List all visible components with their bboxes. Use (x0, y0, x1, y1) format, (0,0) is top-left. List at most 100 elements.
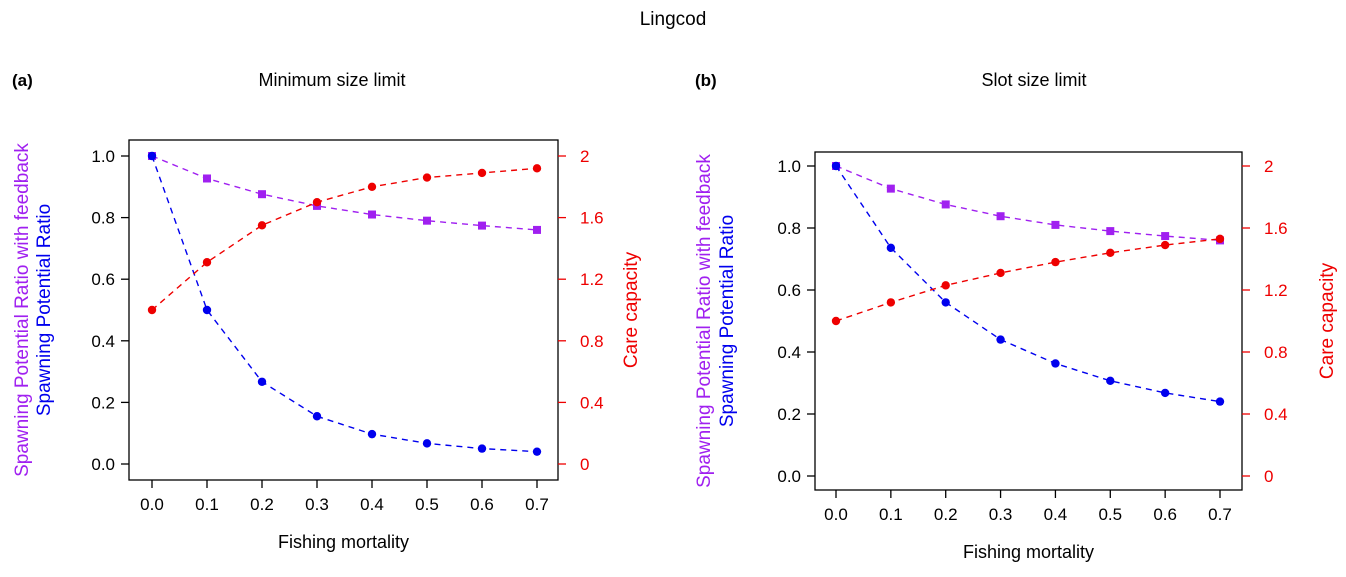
plot-frame (128, 139, 559, 481)
x-tick-label: 0.6 (470, 495, 494, 514)
y-right-tick-label: 1.6 (1264, 219, 1288, 238)
series-line-spawning-potential-ratio (151, 155, 538, 453)
point-spawning-potential-ratio-with-feedback (1051, 220, 1060, 229)
point-care-capacity (477, 168, 487, 178)
y-right-tick-label: 0.4 (580, 393, 604, 412)
point-care-capacity (257, 221, 267, 230)
y-left-tick-label: 0.4 (777, 343, 801, 362)
y-right-tick-label: 1.2 (580, 270, 604, 289)
x-tick-label: 0.3 (989, 505, 1013, 524)
point-spawning-potential-ratio (257, 377, 267, 386)
x-tick-label: 0.3 (305, 495, 329, 514)
x-tick-label: 0.7 (1208, 505, 1232, 524)
point-spawning-potential-ratio-with-feedback (941, 200, 950, 209)
y-right-tick-label: 0 (580, 455, 589, 474)
point-spawning-potential-ratio-with-feedback (1161, 232, 1170, 241)
x-axis-label: Fishing mortality (963, 542, 1094, 562)
point-spawning-potential-ratio-with-feedback (368, 210, 376, 219)
point-spawning-potential-ratio (202, 305, 212, 315)
series-line-spawning-potential-ratio-with-feedback (835, 165, 1221, 242)
y-left-tick-label: 0.4 (91, 332, 115, 351)
y-right-tick-label: 1.6 (580, 209, 604, 228)
x-tick-label: 0.5 (415, 495, 439, 514)
point-care-capacity (886, 298, 896, 307)
series-line-care-capacity (151, 167, 538, 311)
y-left-tick-label: 0.6 (777, 281, 801, 300)
point-spawning-potential-ratio-with-feedback (886, 184, 895, 193)
series-line-spawning-potential-ratio-with-feedback (151, 155, 538, 231)
point-care-capacity (532, 164, 542, 173)
point-spawning-potential-ratio (367, 429, 377, 439)
point-spawning-potential-ratio (831, 161, 841, 171)
x-tick-label: 0.4 (1044, 505, 1068, 524)
figure-title: Lingcod (640, 9, 707, 30)
y-left-tick-label: 0.6 (91, 270, 115, 289)
point-spawning-potential-ratio (1160, 388, 1170, 398)
y-right-tick-label: 1.2 (1264, 281, 1288, 300)
point-care-capacity (367, 182, 377, 191)
y-left-tick-label: 0.0 (91, 455, 115, 474)
y-left-tick-label: 0.2 (777, 405, 801, 424)
point-care-capacity (312, 198, 322, 207)
point-care-capacity (147, 305, 157, 315)
panel-label-b: (b) (695, 71, 717, 90)
y-left-label-spr: Spawning Potential Ratio (717, 215, 738, 427)
point-care-capacity (1106, 248, 1115, 257)
point-spawning-potential-ratio-with-feedback (1106, 227, 1115, 236)
y-right-tick-label: 2 (1264, 157, 1273, 176)
panel-label-a: (a) (12, 71, 33, 90)
point-spawning-potential-ratio (422, 439, 432, 448)
point-spawning-potential-ratio (312, 412, 322, 421)
point-care-capacity (1215, 234, 1225, 244)
point-spawning-potential-ratio (886, 243, 896, 253)
plot-frame (814, 151, 1243, 491)
y-left-tick-label: 1.0 (777, 157, 801, 176)
y-right-tick-label: 0.4 (1264, 405, 1288, 424)
point-spawning-potential-ratio-with-feedback (423, 216, 431, 225)
point-spawning-potential-ratio-with-feedback (203, 174, 211, 183)
point-spawning-potential-ratio (477, 444, 487, 453)
point-spawning-potential-ratio-with-feedback (996, 212, 1005, 221)
x-tick-label: 0.0 (824, 505, 848, 524)
y-left-tick-label: 0.0 (777, 467, 801, 486)
y-right-label: Care capacity (1317, 262, 1338, 379)
series-line-care-capacity (835, 238, 1221, 322)
y-left-label-spr: Spawning Potential Ratio (34, 204, 55, 416)
point-spawning-potential-ratio-with-feedback (258, 190, 266, 199)
point-spawning-potential-ratio (147, 151, 157, 161)
y-left-tick-label: 0.8 (777, 219, 801, 238)
y-right-tick-label: 2 (580, 147, 589, 166)
y-left-tick-label: 1.0 (91, 147, 115, 166)
point-spawning-potential-ratio (1051, 359, 1060, 368)
series-line-spawning-potential-ratio (835, 165, 1221, 403)
point-care-capacity (996, 268, 1005, 278)
x-tick-label: 0.6 (1153, 505, 1177, 524)
point-care-capacity (202, 258, 212, 267)
x-tick-label: 0.1 (879, 505, 903, 524)
point-care-capacity (422, 173, 432, 182)
panel-slot-size-limit: (b) Slot size limit 0.0 0.1 0.2 0.3 0.4 0.5 0.… (694, 70, 1338, 562)
x-tick-label: 0.0 (140, 495, 164, 514)
point-care-capacity (1160, 240, 1170, 250)
point-spawning-potential-ratio-with-feedback (478, 221, 486, 230)
x-tick-label: 0.5 (1098, 505, 1122, 524)
point-care-capacity (1051, 257, 1060, 267)
y-right-tick-label: 0.8 (580, 332, 604, 351)
point-spawning-potential-ratio (1106, 376, 1115, 386)
point-spawning-potential-ratio (1215, 397, 1225, 406)
x-tick-label: 0.1 (195, 495, 219, 514)
y-left-tick-label: 0.2 (91, 393, 115, 412)
y-left-tick-label: 0.8 (91, 209, 115, 228)
x-tick-label: 0.2 (934, 505, 958, 524)
point-care-capacity (941, 281, 950, 290)
point-spawning-potential-ratio (941, 298, 950, 307)
panel-title-b: Slot size limit (981, 70, 1086, 90)
panel-title-a: Minimum size limit (258, 70, 405, 90)
x-tick-label: 0.2 (250, 495, 274, 514)
y-right-label: Care capacity (621, 251, 642, 368)
y-left-label-feedback: Spawning Potential Ratio with feedback (694, 154, 715, 488)
y-right-tick-label: 0.8 (1264, 343, 1288, 362)
y-right-tick-label: 0 (1264, 467, 1273, 486)
x-tick-label: 0.4 (360, 495, 384, 514)
